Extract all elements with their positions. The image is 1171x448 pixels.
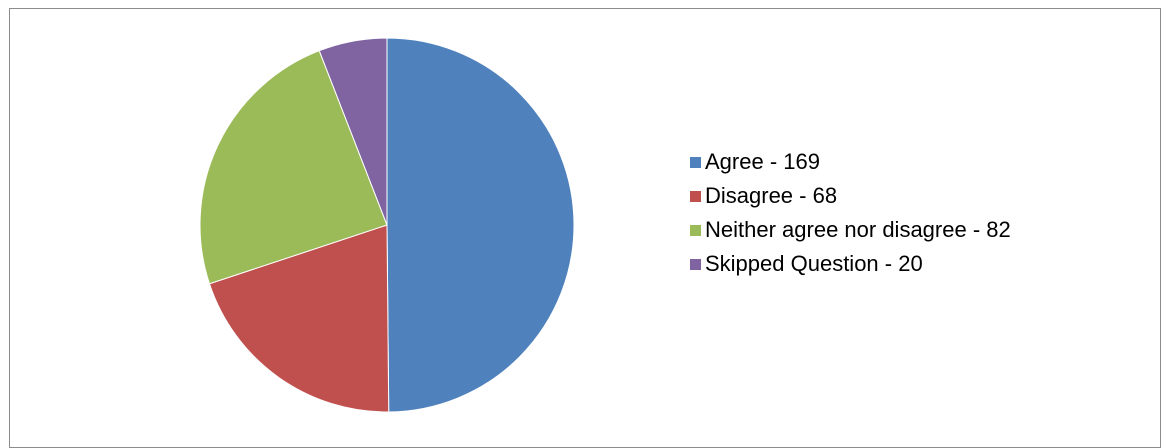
legend-label: Skipped Question - 20 — [705, 251, 923, 276]
legend-item: Skipped Question - 20 — [690, 247, 1011, 281]
legend-label: Disagree - 68 — [705, 183, 838, 208]
legend-item: Agree - 169 — [690, 145, 1011, 179]
pie-slice-neither-agree-nor-disagree — [199, 50, 388, 285]
pie-slice-skipped-question — [318, 37, 388, 226]
legend-swatch — [690, 224, 701, 236]
legend-swatch — [690, 258, 701, 270]
legend-label: Agree - 169 — [705, 149, 820, 174]
legend-label: Neither agree nor disagree - 82 — [705, 217, 1011, 242]
pie-slice-disagree — [208, 224, 390, 413]
legend-item: Neither agree nor disagree - 82 — [690, 213, 1011, 247]
chart-legend: Agree - 169 Disagree - 68 Neither agree no… — [690, 145, 1011, 281]
pie-slice-agree — [386, 37, 575, 413]
pie-chart — [199, 37, 575, 413]
legend-swatch — [690, 156, 701, 168]
legend-swatch — [690, 190, 701, 202]
legend-item: Disagree - 68 — [690, 179, 1011, 213]
